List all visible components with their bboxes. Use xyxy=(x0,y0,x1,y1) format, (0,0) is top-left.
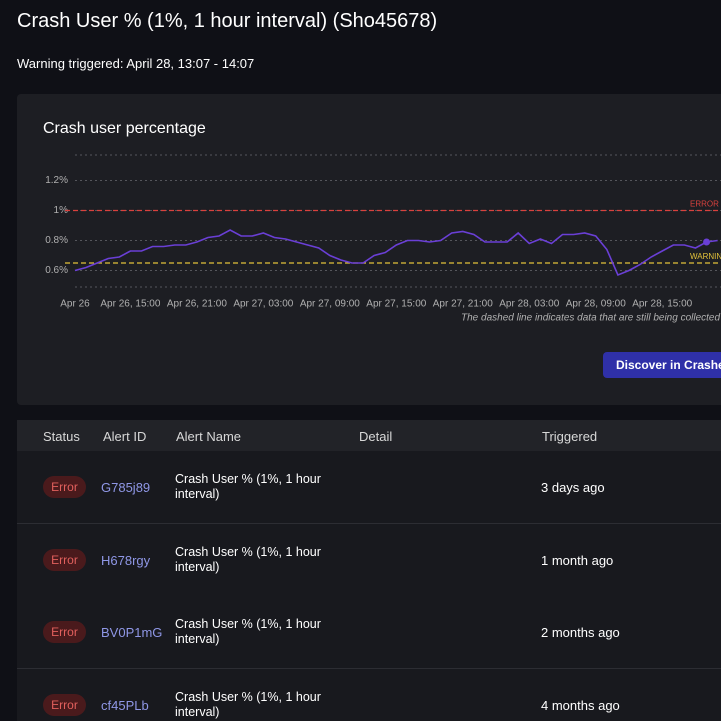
chart-title: Crash user percentage xyxy=(43,120,206,137)
y-tick-label: 0.6% xyxy=(45,265,68,276)
alert-name: Crash User % (1%, 1 hour interval) xyxy=(175,472,321,501)
alert-name: Crash User % (1%, 1 hour interval) xyxy=(175,617,321,646)
y-tick-label: 1.2% xyxy=(45,175,68,186)
x-tick-label: Apr 26, 15:00 xyxy=(100,299,160,310)
status-pill: Error xyxy=(43,621,86,643)
status-pill: Error xyxy=(43,693,86,716)
y-tick-label: 1% xyxy=(54,205,69,216)
data-line xyxy=(74,229,718,277)
x-tick-label: Apr 27, 21:00 xyxy=(433,299,493,310)
point xyxy=(703,238,711,246)
x-tick-label: Apr 28, 03:00 xyxy=(499,299,559,310)
column-header: Alert ID xyxy=(103,429,147,444)
x-tick-label: Apr 27, 15:00 xyxy=(366,299,426,310)
x-tick-label: Apr 26 xyxy=(60,299,90,310)
x-tick-label: Apr 27, 09:00 xyxy=(300,299,360,310)
column-header: Detail xyxy=(359,429,393,444)
column-header: Alert Name xyxy=(176,429,242,444)
column-header: Triggered xyxy=(542,429,598,444)
alert-name: Crash User % (1%, 1 hour interval) xyxy=(175,689,321,719)
table-header xyxy=(17,420,721,451)
table-row: Error cf45PLb Crash User % (1%, 1 hour int… xyxy=(17,668,721,721)
x-tick-label: Apr 26, 21:00 xyxy=(167,299,227,310)
x-tick-label: Apr 28, 15:00 xyxy=(632,299,692,310)
chart-note: The dashed line indicates data that are … xyxy=(461,313,720,324)
status-pill: Error xyxy=(43,476,86,498)
triggered: 1 month ago xyxy=(541,552,614,568)
subtitle: Warning triggered: April 28, 13:07 - 14:… xyxy=(17,56,255,71)
triggered: 4 months ago xyxy=(541,697,620,713)
table-row: Error BV0P1mG Crash User % (1%, 1 hour int… xyxy=(17,596,721,669)
alert-id[interactable]: cf45PLb xyxy=(101,697,149,713)
x-tick-label: Apr 27, 03:00 xyxy=(233,299,293,310)
chart: 0.6% 0.8% 1% 1.2% Apr 26 Apr 26, 15:00 Apr 26,… xyxy=(45,154,721,324)
threshold-label: ERROR xyxy=(690,200,719,209)
alert-id[interactable]: G785j89 xyxy=(101,480,151,495)
alert-name: Crash User % (1%, 1 hour interval) xyxy=(175,544,321,574)
table-row: Error G785j89 Crash User % (1%, 1 hour int… xyxy=(17,451,721,524)
triggered: 2 months ago xyxy=(541,625,620,640)
table-row: Error H678rgy Crash User % (1%, 1 hour int… xyxy=(17,523,721,597)
alert-id[interactable]: H678rgy xyxy=(101,552,151,568)
y-tick-label: 0.8% xyxy=(45,235,68,246)
discover-button[interactable]: Discover in Crashes xyxy=(603,352,721,378)
page-title: Crash User % (1%, 1 hour interval) (Sho4… xyxy=(17,10,438,32)
x-tick-label: Apr 28, 09:00 xyxy=(566,299,626,310)
alert-id[interactable]: BV0P1mG xyxy=(101,625,163,640)
threshold-label: WARNING xyxy=(690,252,721,261)
status-pill: Error xyxy=(43,548,86,571)
column-header: Status xyxy=(43,429,80,444)
triggered: 3 days ago xyxy=(541,480,605,495)
